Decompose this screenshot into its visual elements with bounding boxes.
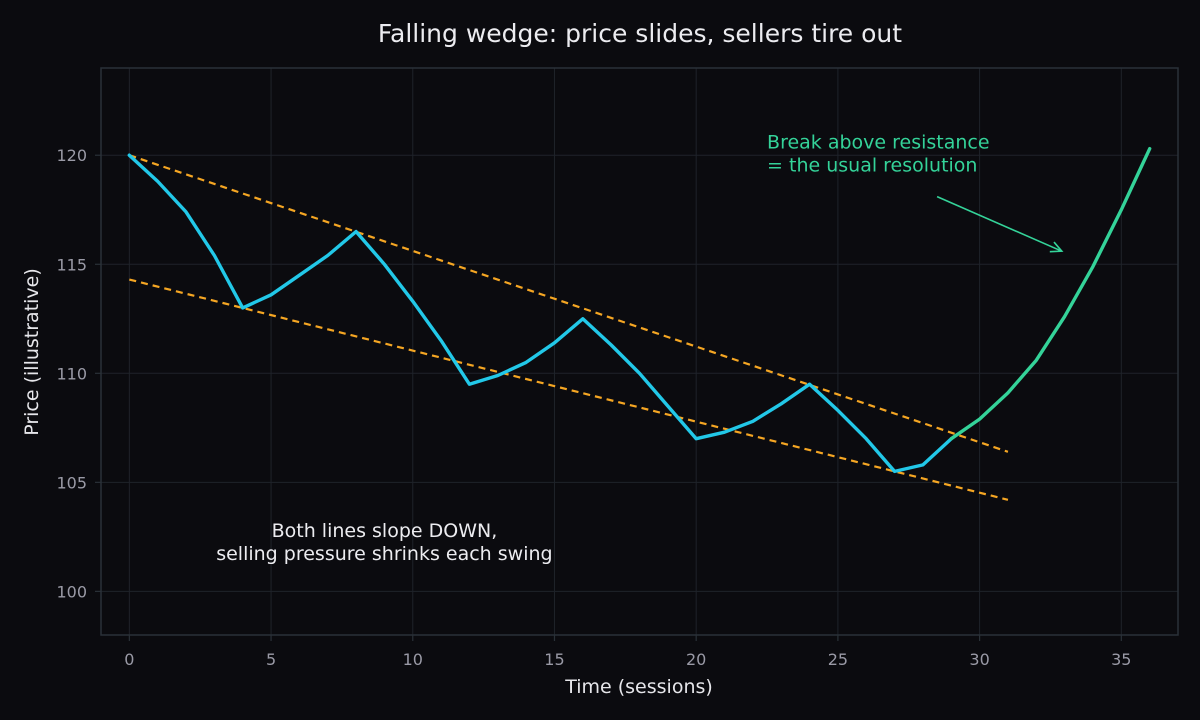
breakout-note-line: Break above resistance <box>767 132 990 154</box>
x-tick-label: 5 <box>266 650 276 669</box>
annotations: Break above resistance= the usual resolu… <box>216 132 1064 565</box>
wedge-note-line: Both lines slope DOWN, <box>272 520 498 542</box>
y-tick-label: 105 <box>56 473 87 492</box>
x-tick-label: 15 <box>544 650 564 669</box>
support-trendline <box>129 278 1009 501</box>
x-tick-label: 10 <box>403 650 423 669</box>
y-axis-label: Price (illustrative) <box>21 268 43 436</box>
x-tick-label: 20 <box>686 650 706 669</box>
grid <box>101 68 1178 635</box>
price-line <box>127 153 953 474</box>
x-tick-label: 30 <box>969 650 989 669</box>
chart-title: Falling wedge: price slides, sellers tir… <box>378 19 902 48</box>
y-tick-label: 100 <box>56 582 87 601</box>
annotation-arrow <box>936 195 1063 252</box>
x-axis-label: Time (sessions) <box>564 676 713 698</box>
axis-ticks: 0 5 10 15 20 25 30 35 100 105 110 115 120 <box>56 146 1131 669</box>
breakout-line <box>949 147 1152 441</box>
resistance-trendline <box>128 154 1009 453</box>
annotation-arrowhead <box>1049 241 1064 253</box>
y-tick-label: 120 <box>56 146 87 165</box>
trendlines <box>128 154 1009 501</box>
y-tick-label: 115 <box>56 255 87 274</box>
y-tick-label: 110 <box>56 364 87 383</box>
x-tick-label: 0 <box>124 650 134 669</box>
breakout-note-line: = the usual resolution <box>767 155 977 177</box>
plot-frame <box>100 67 1179 636</box>
x-tick-label: 35 <box>1111 650 1131 669</box>
wedge-note-line: selling pressure shrinks each swing <box>216 543 552 565</box>
x-tick-label: 25 <box>828 650 848 669</box>
price-series <box>127 147 1152 474</box>
